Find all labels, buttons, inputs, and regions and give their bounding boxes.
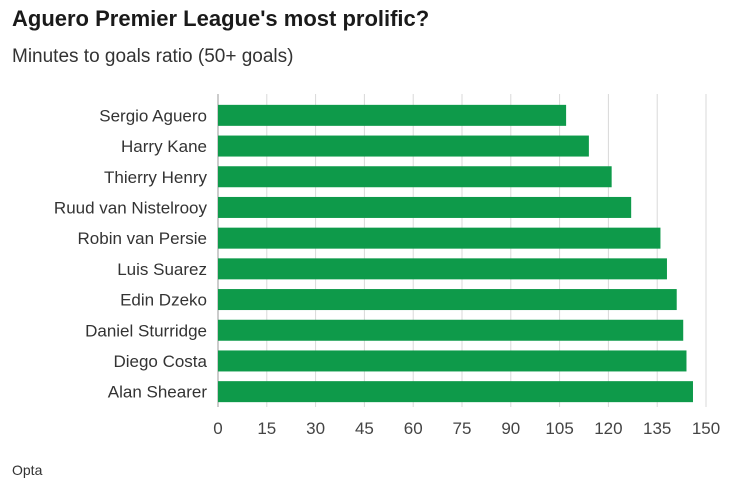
category-label: Luis Suarez bbox=[117, 260, 207, 279]
x-tick-label: 150 bbox=[692, 419, 720, 438]
source-label: Opta bbox=[12, 462, 43, 478]
category-label: Harry Kane bbox=[121, 137, 207, 156]
x-tick-labels: 0 15 30 45 60 75 90 105 120 135 150 bbox=[213, 419, 720, 438]
category-label: Edin Dzeko bbox=[120, 291, 207, 310]
chart-subtitle: Minutes to goals ratio (50+ goals) bbox=[12, 46, 294, 67]
x-tick-label: 105 bbox=[545, 419, 573, 438]
bar bbox=[218, 104, 567, 126]
bar bbox=[218, 381, 693, 403]
bar bbox=[218, 166, 612, 188]
category-label: Alan Shearer bbox=[108, 383, 208, 402]
bar bbox=[218, 319, 684, 341]
x-tick-label: 120 bbox=[594, 419, 622, 438]
bar bbox=[218, 227, 661, 249]
bar bbox=[218, 258, 667, 280]
bar bbox=[218, 350, 687, 372]
x-tick-label: 15 bbox=[257, 419, 276, 438]
category-labels: Sergio Aguero Harry Kane Thierry Henry Ruud… bbox=[54, 106, 208, 401]
category-label: Diego Costa bbox=[113, 352, 207, 371]
x-tick-label: 60 bbox=[404, 419, 423, 438]
x-tick-label: 75 bbox=[453, 419, 472, 438]
category-label: Sergio Aguero bbox=[99, 106, 207, 125]
bar bbox=[218, 135, 589, 157]
category-label: Daniel Sturridge bbox=[85, 321, 207, 340]
x-tick-label: 0 bbox=[213, 419, 222, 438]
category-label: Ruud van Nistelrooy bbox=[54, 198, 208, 217]
category-label: Thierry Henry bbox=[104, 168, 207, 187]
category-label: Robin van Persie bbox=[78, 229, 207, 248]
bar bbox=[218, 196, 632, 218]
bars bbox=[218, 104, 693, 403]
x-tick-label: 135 bbox=[643, 419, 671, 438]
bar bbox=[218, 289, 677, 311]
x-tick-label: 90 bbox=[501, 419, 520, 438]
chart-title: Aguero Premier League's most prolific? bbox=[12, 6, 430, 31]
x-tick-label: 30 bbox=[306, 419, 325, 438]
x-tick-label: 45 bbox=[355, 419, 374, 438]
